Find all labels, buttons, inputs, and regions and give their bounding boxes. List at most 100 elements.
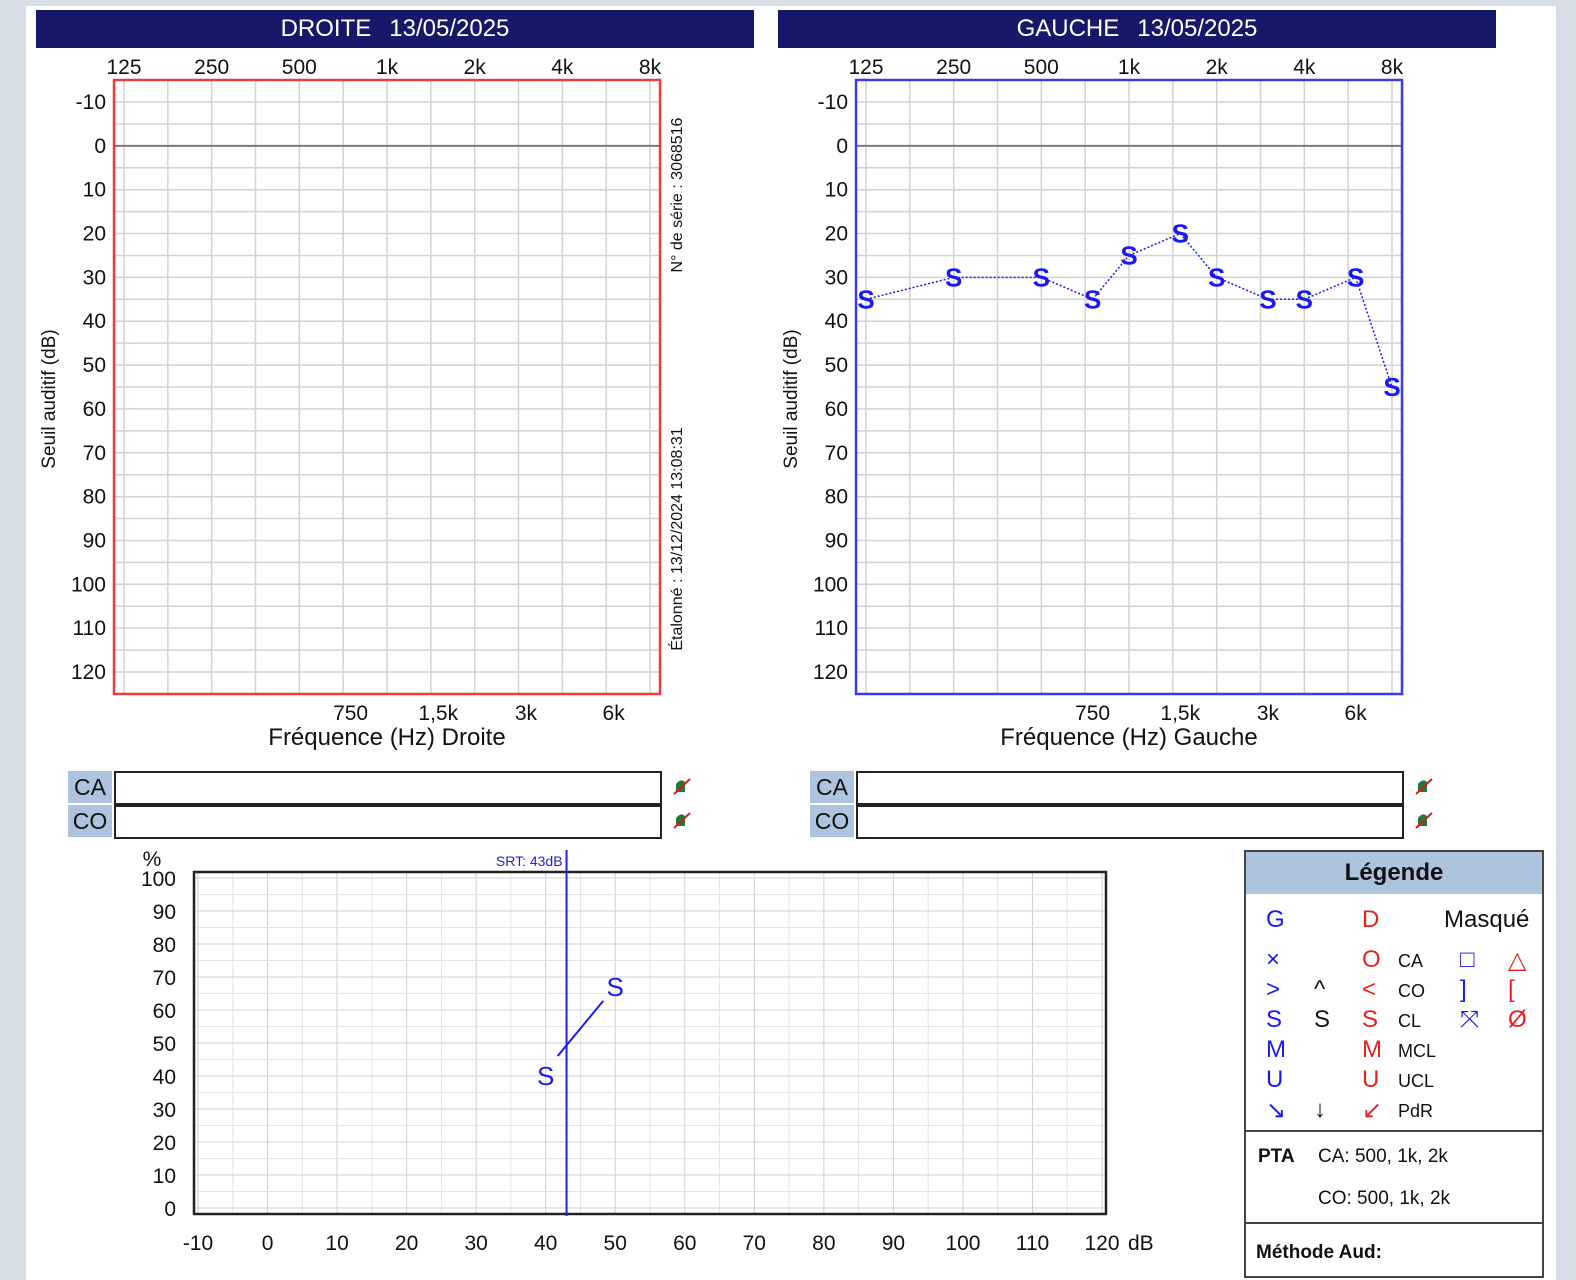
legend-panel: Légende G D Masqué × O CA □ △ > ^ < CO] [S S S CL ⤧ Ø M M MC… bbox=[1244, 850, 1544, 1278]
left-threshold-point: S bbox=[1259, 284, 1276, 314]
left-ear-title: GAUCHE bbox=[1016, 15, 1120, 42]
speech-x-tick: 100 bbox=[945, 1232, 980, 1255]
right-db-tick: -10 bbox=[76, 91, 106, 114]
left-db-tick: 120 bbox=[813, 661, 848, 684]
left-threshold-point: S bbox=[945, 262, 962, 292]
right-db-tick: 30 bbox=[83, 266, 106, 289]
legend-title: Légende bbox=[1246, 852, 1542, 894]
right-freq-tick-bottom: 750 bbox=[333, 702, 368, 725]
left-series-segment bbox=[1179, 233, 1218, 278]
left-db-tick: 80 bbox=[825, 486, 848, 509]
left-threshold-point: S bbox=[1172, 219, 1189, 249]
left-co-mute-icon[interactable] bbox=[1414, 810, 1434, 832]
right-db-tick: 20 bbox=[83, 223, 106, 246]
legend-masked-right-symbol: △ bbox=[1508, 947, 1527, 974]
legend-masked-right-symbol: Ø bbox=[1508, 1006, 1527, 1033]
left-db-tick: 20 bbox=[825, 223, 848, 246]
speech-y-tick: 90 bbox=[153, 901, 176, 924]
audiogram-report: DROITE 13/05/2025 GAUCHE 13/05/2025 125 2… bbox=[26, 6, 1556, 1280]
right-freq-tick-bottom: 6k bbox=[603, 702, 626, 725]
right-co-label: CO bbox=[68, 805, 112, 837]
legend-left-symbol: ↘ bbox=[1266, 1097, 1287, 1124]
speech-y-unit: % bbox=[143, 848, 162, 871]
left-series-segment bbox=[1128, 232, 1181, 257]
pta-label: PTA bbox=[1258, 1146, 1295, 1167]
right-freq-tick: 250 bbox=[194, 56, 229, 79]
legend-right-symbol: U bbox=[1362, 1066, 1380, 1093]
legend-divider bbox=[1246, 1222, 1542, 1224]
speech-x-tick: -10 bbox=[183, 1232, 213, 1255]
left-co-label: CO bbox=[810, 805, 854, 837]
legend-left-symbol: × bbox=[1266, 946, 1281, 973]
calibration-date: Étalonné : 13/12/2024 13:08:31 bbox=[669, 427, 686, 651]
speech-y-tick: 70 bbox=[153, 967, 176, 990]
right-co-mute-icon[interactable] bbox=[672, 810, 692, 832]
legend-divider bbox=[1246, 1130, 1542, 1132]
left-co-field[interactable] bbox=[856, 805, 1404, 839]
legend-both-symbol: ↓ bbox=[1314, 1096, 1326, 1123]
right-db-tick: 50 bbox=[83, 354, 106, 377]
speech-x-tick: 40 bbox=[534, 1232, 557, 1255]
legend-left-header: G bbox=[1266, 906, 1285, 933]
pta-ca: CA: 500, 1k, 2k bbox=[1318, 1146, 1448, 1167]
left-db-tick: 70 bbox=[825, 442, 848, 465]
left-ca-mute-icon[interactable] bbox=[1414, 776, 1434, 798]
left-threshold-point: S bbox=[1296, 284, 1313, 314]
legend-right-symbol: S bbox=[1362, 1006, 1379, 1033]
speech-x-tick: 10 bbox=[325, 1232, 348, 1255]
left-threshold-point: S bbox=[1347, 262, 1364, 292]
left-series-segment bbox=[865, 276, 954, 301]
speech-y-tick: 40 bbox=[153, 1066, 176, 1089]
right-freq-tick: 4k bbox=[551, 56, 574, 79]
right-ear-title: DROITE bbox=[280, 15, 372, 42]
left-series-segment bbox=[1304, 276, 1356, 300]
legend-left-symbol: S bbox=[1266, 1006, 1283, 1033]
legend-masked-left-symbol: ] bbox=[1460, 976, 1467, 1003]
left-freq-tick: 8k bbox=[1381, 56, 1404, 79]
legend-masked-header: Masqué bbox=[1444, 906, 1530, 933]
speech-x-tick: 20 bbox=[395, 1232, 418, 1255]
right-db-tick: 40 bbox=[83, 310, 106, 333]
speech-x-tick: 60 bbox=[673, 1232, 696, 1255]
left-freq-tick-bottom: 750 bbox=[1075, 702, 1110, 725]
legend-right-header: D bbox=[1362, 906, 1380, 933]
speech-x-tick: 0 bbox=[262, 1232, 274, 1255]
speech-x-tick: 30 bbox=[464, 1232, 487, 1255]
left-ca-field[interactable] bbox=[856, 771, 1404, 805]
right-ca-mute-icon[interactable] bbox=[672, 776, 692, 798]
left-db-tick: 100 bbox=[813, 573, 848, 596]
legend-row-label: PdR bbox=[1398, 1101, 1434, 1121]
left-freq-tick: 2k bbox=[1206, 56, 1229, 79]
speech-score-point: S bbox=[607, 972, 624, 1002]
legend-masked-left-symbol: □ bbox=[1460, 946, 1475, 973]
right-db-tick: 120 bbox=[71, 661, 106, 684]
right-ear-ylabel: Seuil auditif (dB) bbox=[39, 329, 60, 469]
legend-left-symbol: M bbox=[1266, 1036, 1286, 1063]
left-series-segment bbox=[1041, 276, 1093, 300]
right-freq-tick: 125 bbox=[106, 56, 141, 79]
right-co-field[interactable] bbox=[114, 805, 662, 839]
legend-row-label: CL bbox=[1398, 1011, 1422, 1031]
speech-series-segment bbox=[556, 1000, 605, 1057]
right-db-tick: 90 bbox=[83, 529, 106, 552]
speech-y-tick: 80 bbox=[153, 934, 176, 957]
pta-co: CO: 500, 1k, 2k bbox=[1318, 1188, 1451, 1209]
legend-right-symbol: ↙ bbox=[1362, 1097, 1383, 1124]
right-ear-xlabel: Fréquence (Hz) Droite bbox=[268, 724, 506, 751]
right-ear-header: DROITE 13/05/2025 bbox=[36, 10, 754, 48]
right-db-tick: 70 bbox=[83, 442, 106, 465]
legend-row-label: MCL bbox=[1398, 1041, 1437, 1061]
left-db-tick: 110 bbox=[815, 617, 848, 640]
left-threshold-point: S bbox=[1383, 372, 1400, 402]
left-db-tick: -10 bbox=[818, 91, 848, 114]
right-db-tick: 10 bbox=[83, 179, 106, 202]
right-db-tick: 110 bbox=[73, 617, 106, 640]
speech-y-tick: 100 bbox=[141, 868, 176, 891]
left-freq-tick-bottom: 3k bbox=[1257, 702, 1280, 725]
left-series-segment bbox=[1092, 254, 1130, 300]
left-db-tick: 40 bbox=[825, 310, 848, 333]
right-freq-tick: 1k bbox=[376, 56, 399, 79]
speech-x-unit: dB bbox=[1128, 1232, 1154, 1255]
right-ca-field[interactable] bbox=[114, 771, 662, 805]
